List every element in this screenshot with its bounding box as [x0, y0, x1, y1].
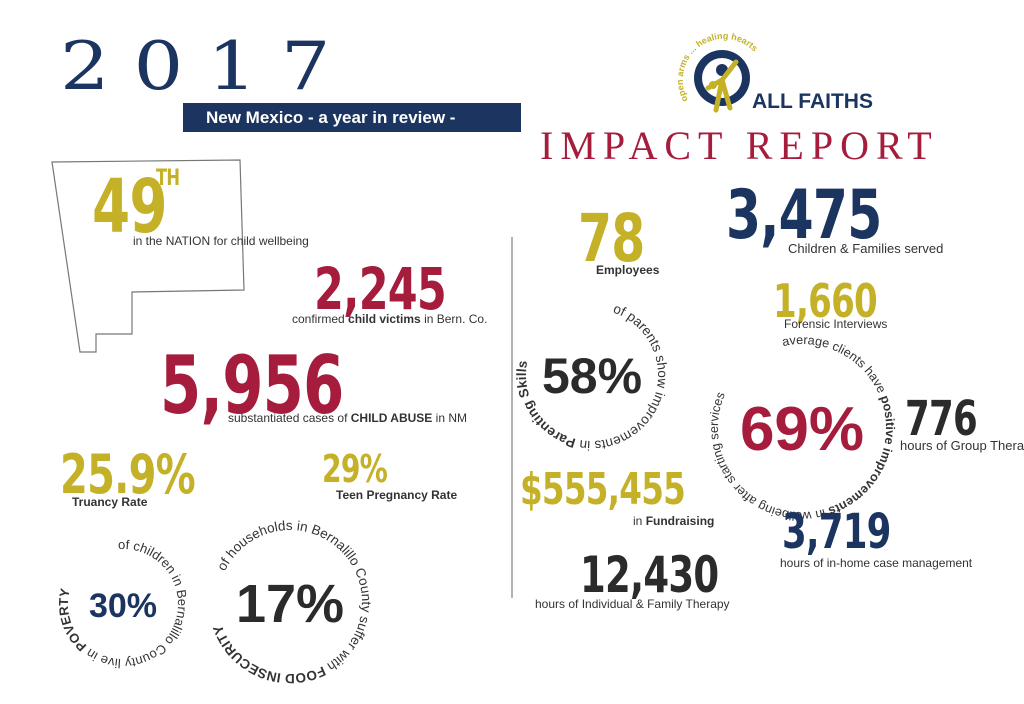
stat-caption: in Fundraising: [633, 514, 714, 528]
caption-bold: Fundraising: [645, 514, 715, 528]
banner: New Mexico - a year in review -: [206, 108, 456, 127]
caption-bold: POVERTY: [56, 587, 89, 655]
logo: open arms ... healing hearts: [675, 31, 760, 113]
caption-text: substantiated cases of: [228, 411, 351, 425]
stat-value: 49: [92, 164, 167, 250]
stat-caption: confirmed child victims in Bern. Co.: [292, 312, 487, 326]
stat-value: $555,455: [520, 464, 686, 515]
food-value: 17%: [236, 574, 344, 634]
year: 2017: [60, 28, 355, 106]
caption-bold: CHILD ABUSE: [350, 411, 433, 425]
caption-text: hours: [780, 556, 811, 570]
stat-value: 3,475: [726, 176, 882, 255]
parenting-value: 58%: [542, 348, 642, 404]
stat-value: 12,430: [580, 546, 719, 604]
caption-text: confirmed: [292, 312, 349, 326]
caption-text: of in-home case management: [810, 556, 973, 570]
stat-value: 29%: [322, 447, 388, 491]
caption-text: in Bern. Co.: [420, 312, 488, 326]
report-title: IMPACT REPORT: [540, 123, 939, 168]
stat-caption: hours of Individual & Family Therapy: [535, 597, 730, 611]
stat-value: 25.9%: [60, 443, 196, 506]
caption-text: in: [633, 514, 646, 528]
stat-caption: substantiated cases of CHILD ABUSE in NM: [228, 411, 467, 425]
stat-value: 5,956: [160, 339, 344, 432]
caption-text: average clients have: [781, 333, 890, 398]
stat-caption: hours of Group Therapy: [900, 438, 1024, 453]
stat-caption: Forensic Interviews: [784, 317, 888, 331]
stat-value: 78: [578, 200, 645, 277]
stat-caption: Employees: [596, 263, 660, 277]
stat-caption: hours of in-home case management: [780, 556, 972, 570]
stat-caption: Truancy Rate: [72, 495, 148, 509]
caption-text: in NM: [432, 411, 467, 425]
stat-suffix: TH: [156, 166, 180, 191]
stat-value: 1,660: [773, 274, 878, 328]
poverty-value: 30%: [89, 587, 157, 625]
stat-value: 3,719: [782, 504, 891, 560]
org-name: ALL FAITHS: [752, 90, 873, 113]
stat-caption: in the NATION for child wellbeing: [133, 234, 309, 248]
caption-bold: child victims: [348, 312, 421, 326]
banner-bg: [183, 103, 521, 132]
stat-caption: Teen Pregnancy Rate: [336, 488, 458, 502]
new-mexico-outline: [51, 159, 245, 353]
stat-value: 2,245: [314, 255, 447, 323]
wellbeing-value: 69%: [740, 395, 864, 464]
stat-caption: Children & Families served: [788, 241, 944, 256]
logo-hand: [709, 81, 717, 89]
stat-value: 776: [905, 391, 978, 447]
